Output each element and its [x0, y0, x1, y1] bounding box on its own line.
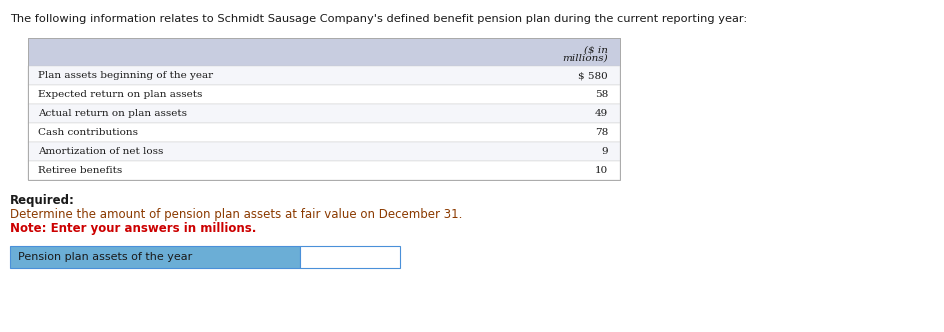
Text: Retiree benefits: Retiree benefits	[38, 166, 122, 175]
Text: Plan assets beginning of the year: Plan assets beginning of the year	[38, 71, 213, 80]
Bar	[28, 142, 619, 161]
Bar	[28, 161, 619, 180]
Text: Expected return on plan assets: Expected return on plan assets	[38, 90, 202, 99]
Text: $ 580: $ 580	[578, 71, 607, 80]
Bar	[10, 246, 299, 268]
Text: Pension plan assets of the year: Pension plan assets of the year	[18, 252, 192, 262]
Bar	[28, 85, 619, 104]
Text: 78: 78	[594, 128, 607, 137]
Text: ($ in: ($ in	[583, 45, 607, 54]
Text: 10: 10	[594, 166, 607, 175]
Text: Actual return on plan assets: Actual return on plan assets	[38, 109, 187, 118]
Bar	[28, 38, 619, 66]
Text: millions): millions)	[562, 54, 607, 63]
Text: Cash contributions: Cash contributions	[38, 128, 138, 137]
Text: Amortization of net loss: Amortization of net loss	[38, 147, 163, 156]
Bar	[28, 104, 619, 123]
Text: 9: 9	[600, 147, 607, 156]
Text: Determine the amount of pension plan assets at fair value on December 31.: Determine the amount of pension plan ass…	[10, 208, 462, 221]
Text: Required:: Required:	[10, 194, 75, 207]
Text: 58: 58	[594, 90, 607, 99]
Text: 49: 49	[594, 109, 607, 118]
Text: Note: Enter your answers in millions.: Note: Enter your answers in millions.	[10, 222, 256, 235]
Bar	[28, 123, 619, 142]
Bar	[28, 66, 619, 85]
Text: The following information relates to Schmidt Sausage Company's defined benefit p: The following information relates to Sch…	[10, 14, 747, 24]
Bar	[299, 246, 399, 268]
Bar	[28, 38, 619, 180]
